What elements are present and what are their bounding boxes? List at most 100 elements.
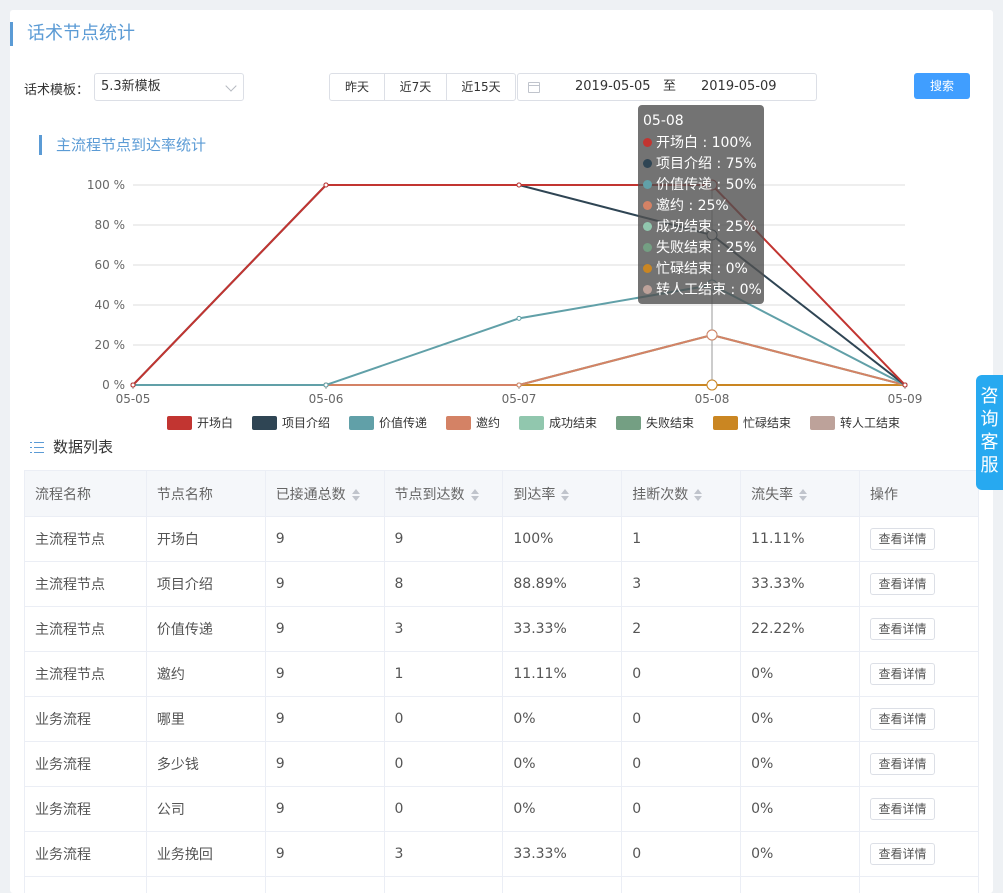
table-cell: 11.11%: [502, 651, 623, 697]
tooltip-row: 成功结束 : 25%: [643, 217, 764, 238]
last-15-days-button[interactable]: 近15天: [446, 73, 516, 101]
page-title: 话术节点统计: [10, 22, 135, 46]
line-chart: 0 % 20 % 40 % 60 % 80 % 100 % 05-05 05-06 05-07 0…: [87, 178, 923, 430]
consult-char: 客: [980, 432, 999, 453]
table-cell: 8: [383, 561, 504, 607]
column-header[interactable]: 挂断次数: [621, 470, 742, 517]
table-cell: [621, 876, 742, 893]
table-cell: 业务流程: [24, 831, 147, 877]
series-dot-icon: [643, 201, 652, 210]
y-tick-label: 80 %: [95, 218, 126, 232]
consult-char: 服: [980, 455, 999, 476]
tooltip-title: 05-08: [643, 113, 684, 129]
sort-icon[interactable]: [561, 488, 570, 501]
table-cell: 1: [383, 651, 504, 697]
series-dot-icon: [643, 138, 652, 147]
table-cell: 33.33%: [502, 606, 623, 652]
template-select-value: 5.3新模板: [101, 79, 161, 94]
quick-range-group: 昨天 近7天 近15天: [329, 73, 516, 101]
sort-icon[interactable]: [694, 488, 703, 501]
sort-icon[interactable]: [470, 488, 479, 501]
table-cell: 0: [621, 651, 742, 697]
date-end[interactable]: 2019-05-09: [701, 79, 777, 94]
date-range-picker[interactable]: 2019-05-05 至 2019-05-09: [517, 73, 817, 101]
table-row: 业务流程 业务挽回 9 3 33.33% 0 0% 查看详情: [24, 831, 979, 877]
column-header[interactable]: 节点到达数: [383, 470, 504, 517]
table-cell: 9: [264, 606, 385, 652]
table-cell: 开场白: [145, 516, 266, 562]
x-tick-label: 05-09: [888, 392, 923, 406]
table-cell: 查看详情: [859, 651, 979, 697]
table-cell: 9: [264, 696, 385, 742]
data-point: [130, 382, 136, 388]
template-label: 话术模板：: [24, 83, 90, 98]
column-header[interactable]: 已接通总数: [264, 470, 385, 517]
table-cell: 主流程节点: [24, 606, 147, 652]
consult-service-button[interactable]: 咨 询 客 服: [976, 375, 1003, 490]
view-detail-button[interactable]: 查看详情: [870, 798, 936, 820]
consult-char: 询: [980, 409, 999, 430]
table-cell: 0%: [740, 696, 861, 742]
tooltip-row-text: 转人工结束 : 0%: [656, 282, 762, 298]
search-button[interactable]: 搜索: [914, 73, 970, 99]
view-detail-button[interactable]: 查看详情: [870, 843, 936, 865]
table-cell: 0: [383, 786, 504, 832]
view-detail-button[interactable]: 查看详情: [870, 708, 936, 730]
table-row: 主流程节点 价值传递 9 3 33.33% 2 22.22% 查看详情: [24, 606, 979, 652]
table-cell: 公司: [145, 786, 266, 832]
table-cell: 0%: [502, 696, 623, 742]
data-point: [323, 382, 329, 388]
data-point: [516, 315, 522, 321]
data-point: [902, 382, 908, 388]
legend-label: 价值传递: [379, 415, 427, 430]
data-point: [706, 379, 718, 391]
table-cell: 主流程节点: [24, 516, 147, 562]
table-cell: 0%: [740, 786, 861, 832]
tooltip-rows: 开场白 : 100% 项目介绍 : 75% 价值传递 : 50% 邀约 : 25% 成功…: [643, 133, 764, 301]
table-row: [24, 876, 979, 893]
table-cell: 22.22%: [740, 606, 861, 652]
sort-icon[interactable]: [351, 488, 360, 501]
table-cell: 0%: [740, 651, 861, 697]
table-row: 业务流程 公司 9 0 0% 0 0% 查看详情: [24, 786, 979, 832]
data-point: [516, 182, 522, 188]
table-cell: 0%: [502, 741, 623, 787]
legend-swatch: [446, 416, 471, 430]
yesterday-button[interactable]: 昨天: [329, 73, 385, 101]
template-select[interactable]: 5.3新模板: [94, 73, 244, 101]
legend-label: 转人工结束: [840, 415, 900, 430]
table-cell: 3: [383, 831, 504, 877]
column-header-label: 操作: [870, 486, 899, 503]
table-row: 主流程节点 邀约 9 1 11.11% 0 0% 查看详情: [24, 651, 979, 697]
view-detail-button[interactable]: 查看详情: [870, 528, 936, 550]
sort-icon[interactable]: [799, 488, 808, 501]
legend-label: 开场白: [197, 415, 233, 430]
tooltip-row-text: 项目介绍 : 75%: [656, 156, 757, 172]
legend-swatch: [616, 416, 641, 430]
table-cell: 多少钱: [145, 741, 266, 787]
tooltip-row: 邀约 : 25%: [643, 196, 764, 217]
table-cell: 9: [264, 831, 385, 877]
consult-char: 咨: [980, 386, 999, 407]
tooltip-row-text: 价值传递 : 50%: [656, 177, 757, 193]
series-dot-icon: [643, 180, 652, 189]
view-detail-button[interactable]: 查看详情: [870, 663, 936, 685]
column-header[interactable]: 流失率: [740, 470, 861, 517]
table-cell: 88.89%: [502, 561, 623, 607]
table-cell: 业务流程: [24, 786, 147, 832]
table-cell: [502, 876, 623, 893]
column-header[interactable]: 到达率: [502, 470, 623, 517]
table-row: 业务流程 多少钱 9 0 0% 0 0% 查看详情: [24, 741, 979, 787]
table-cell: 9: [383, 516, 504, 562]
table-cell: 查看详情: [859, 696, 979, 742]
tooltip-row-text: 失败结束 : 25%: [656, 240, 757, 256]
tooltip-row: 项目介绍 : 75%: [643, 154, 764, 175]
date-start[interactable]: 2019-05-05: [575, 79, 651, 94]
view-detail-button[interactable]: 查看详情: [870, 618, 936, 640]
tooltip-row-text: 开场白 : 100%: [656, 135, 752, 151]
series-dot-icon: [643, 285, 652, 294]
view-detail-button[interactable]: 查看详情: [870, 573, 936, 595]
view-detail-button[interactable]: 查看详情: [870, 753, 936, 775]
last-7-days-button[interactable]: 近7天: [384, 73, 447, 101]
calendar-icon: [528, 82, 540, 93]
